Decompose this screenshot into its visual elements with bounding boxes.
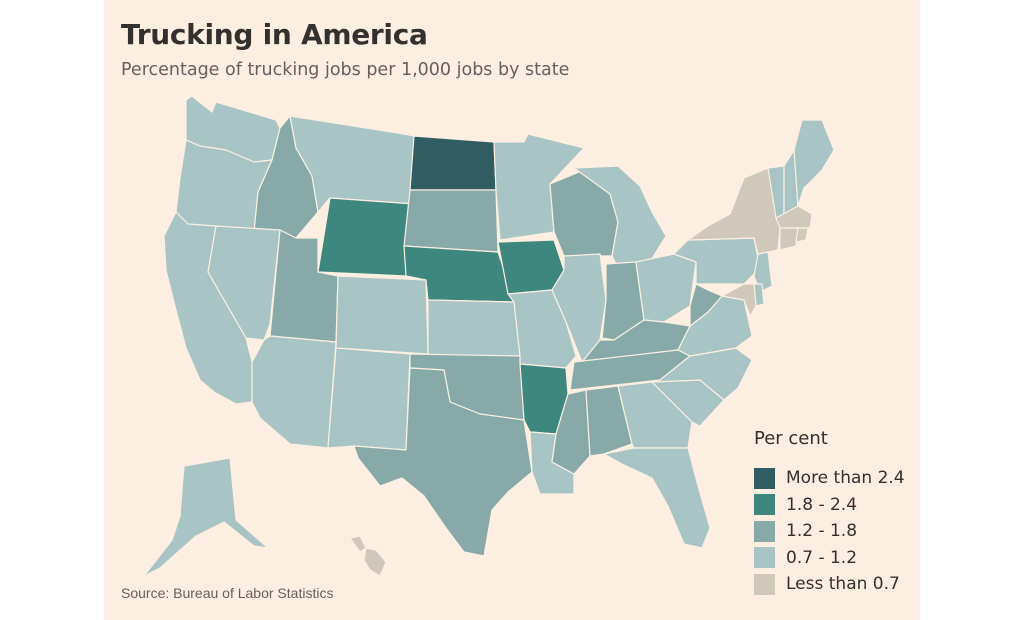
legend-label: 0.7 - 1.2	[786, 547, 858, 568]
map-card: Trucking in America Percentage of trucki…	[104, 0, 920, 620]
state-new-mexico	[327, 347, 411, 451]
state-connecticut	[779, 227, 799, 251]
state-hawaii	[349, 535, 387, 577]
state-massachusetts	[775, 205, 813, 229]
state-alabama	[585, 385, 633, 457]
state-arizona	[251, 335, 337, 449]
legend-label: 1.8 - 2.4	[786, 494, 858, 515]
state-maine	[793, 119, 835, 207]
source-note: Source: Bureau of Labor Statistics	[121, 585, 334, 601]
legend-item-less-than-0-7: Less than 0.7	[754, 571, 924, 598]
us-choropleth-map	[143, 95, 835, 577]
state-new-jersey	[753, 251, 773, 293]
map-subtitle: Percentage of trucking jobs per 1,000 jo…	[121, 60, 570, 80]
state-ohio	[635, 253, 697, 323]
state-colorado	[335, 275, 429, 355]
legend-label: 1.2 - 1.8	[786, 521, 858, 542]
state-south-dakota	[403, 189, 499, 253]
state-wyoming	[317, 197, 415, 277]
state-north-dakota	[409, 135, 497, 191]
legend-swatch	[754, 547, 775, 569]
legend-title: Per cent	[754, 428, 828, 449]
legend-swatch	[754, 520, 775, 542]
legend-swatch	[754, 494, 775, 516]
state-texas	[353, 367, 533, 557]
state-kansas	[427, 299, 521, 357]
state-rhode-island	[795, 227, 809, 243]
legend-label: More than 2.4	[786, 468, 905, 489]
legend-item-1-2-1-8: 1.2 - 1.8	[754, 518, 924, 545]
legend: Per cent More than 2.4 1.8 - 2.4 1.2 - 1…	[754, 428, 924, 598]
legend-item-more-than-2-4: More than 2.4	[754, 465, 924, 492]
legend-swatch	[754, 467, 775, 489]
map-title: Trucking in America	[121, 18, 428, 51]
legend-item-0-7-1-2: 0.7 - 1.2	[754, 545, 924, 572]
state-maryland	[721, 283, 757, 317]
state-florida	[603, 447, 711, 549]
legend-label: Less than 0.7	[786, 574, 900, 595]
legend-swatch	[754, 573, 775, 595]
state-alaska	[143, 457, 269, 577]
legend-item-1-8-2-4: 1.8 - 2.4	[754, 492, 924, 519]
